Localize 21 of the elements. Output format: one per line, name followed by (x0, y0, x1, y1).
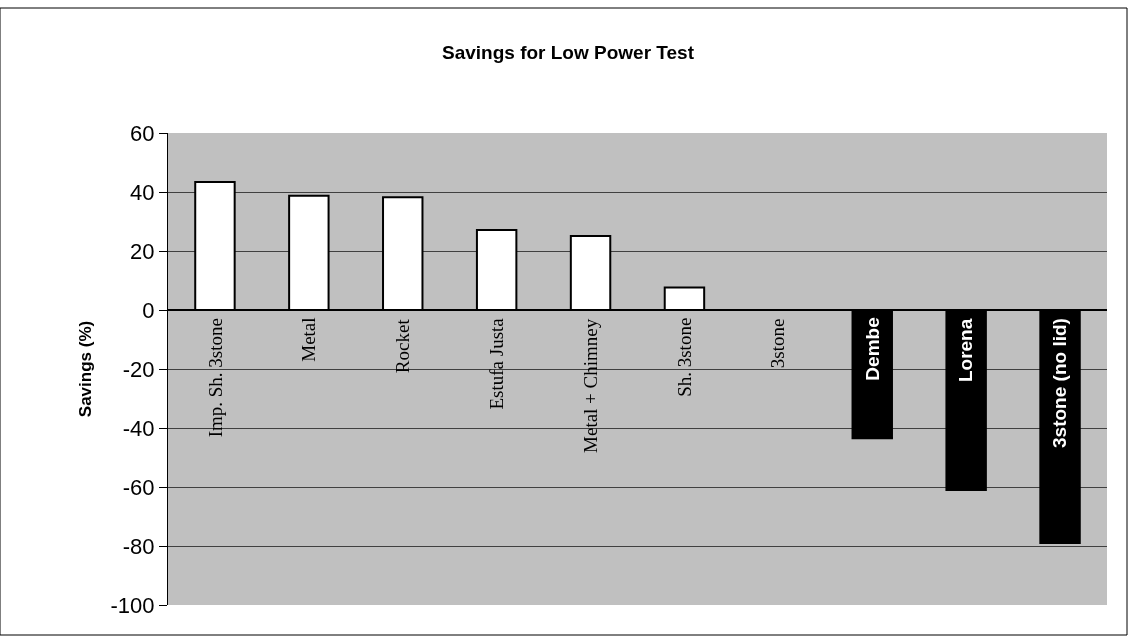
y-tick-label: 0 (142, 297, 155, 323)
y-tick-label: -40 (122, 415, 155, 441)
x-tick-label: Estufa Justa (485, 317, 507, 410)
x-tick-label: Metal + Chimney (580, 318, 602, 453)
y-tick-label: -60 (122, 474, 155, 500)
y-tick-label: 60 (130, 120, 155, 146)
x-tick-label: Dembe (861, 317, 883, 381)
y-tick-label: 40 (130, 179, 155, 205)
chart-title: Savings for Low Power Test (442, 41, 695, 63)
x-tick-label: Sh. 3stone (674, 317, 696, 397)
x-tick-label: Rocket (392, 318, 414, 374)
y-tick-label: -100 (110, 592, 155, 618)
x-tick-label: 3stone (no lid) (1049, 318, 1071, 448)
y-tick-label: -80 (122, 533, 155, 559)
y-tick-label: 20 (130, 238, 155, 264)
x-tick-label: 3stone (767, 318, 789, 369)
y-axis-title: Savings (%) (76, 320, 96, 418)
x-tick-label: Lorena (955, 318, 977, 383)
y-tick-label: -20 (122, 356, 155, 382)
x-tick-label: Imp. Sh. 3stone (204, 318, 226, 438)
x-tick-label: Metal (297, 317, 319, 362)
